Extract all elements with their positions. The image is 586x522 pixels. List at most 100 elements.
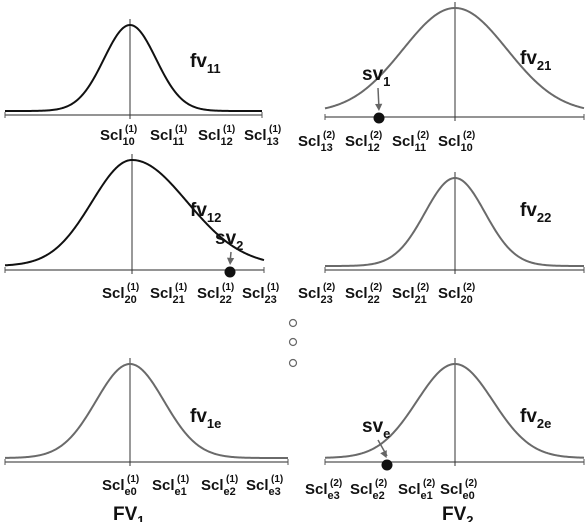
- svg-text:Scl22: Scl22: [345, 285, 380, 306]
- scl-superscript: (2): [375, 478, 387, 489]
- svg-text:fv1e: fv1e: [190, 406, 221, 431]
- scl-superscript: (1): [271, 474, 283, 485]
- ellipsis-dot: [288, 358, 298, 368]
- svg-text:Scl21: Scl21: [150, 285, 185, 306]
- scl-superscript: (1): [269, 124, 281, 135]
- svg-text:Scl11: Scl11: [150, 127, 184, 148]
- scl-label: Scle1(2): [398, 478, 435, 502]
- singleton-dot: [373, 112, 385, 124]
- scl-label: Scl11(2): [392, 130, 429, 154]
- scl-label: Scl10(2): [438, 130, 475, 154]
- svg-text:sv1: sv1: [362, 64, 390, 89]
- scl-superscript: (2): [370, 130, 382, 141]
- svg-text:Scl22: Scl22: [197, 285, 232, 306]
- membership-label: fv12: [190, 200, 221, 225]
- scl-label: Scle2(1): [201, 474, 238, 498]
- ellipsis-dot: [288, 318, 298, 328]
- ellipsis-dot: [288, 337, 298, 347]
- scl-label: Scl10(1): [100, 124, 137, 148]
- svg-text:Scle3: Scle3: [246, 477, 281, 498]
- svg-text:fv11: fv11: [190, 51, 221, 76]
- scl-superscript: (1): [127, 474, 139, 485]
- scl-label: Scl23(1): [242, 282, 279, 306]
- arrowhead: [375, 103, 383, 112]
- membership-curve: [324, 6, 585, 110]
- scl-superscript: (1): [267, 282, 279, 293]
- svg-text:Scl12: Scl12: [198, 127, 233, 148]
- footer-fv2: FV2: [442, 504, 474, 522]
- svg-text:fv12: fv12: [190, 200, 221, 225]
- scl-superscript: (1): [177, 474, 189, 485]
- membership-curve: [325, 176, 584, 267]
- svg-text:Scle2: Scle2: [350, 481, 385, 502]
- scl-superscript: (1): [223, 124, 235, 135]
- scl-superscript: (2): [463, 130, 475, 141]
- svg-text:Scl13: Scl13: [244, 127, 279, 148]
- scl-label: Scl21(2): [392, 282, 429, 306]
- arrowhead: [226, 257, 235, 266]
- svg-text:FV2: FV2: [442, 504, 474, 522]
- scl-superscript: (1): [222, 282, 234, 293]
- singleton-marker: sve: [362, 416, 393, 471]
- svg-text:fv22: fv22: [520, 200, 551, 225]
- svg-text:Scle3: Scle3: [305, 481, 340, 502]
- membership-curve: [5, 23, 262, 112]
- membership-label: fv2e: [520, 406, 551, 431]
- scl-superscript: (2): [330, 478, 342, 489]
- arrowhead: [380, 450, 387, 459]
- scl-label: Scle1(1): [152, 474, 189, 498]
- scl-label: Scl21(1): [150, 282, 187, 306]
- scl-superscript: (1): [226, 474, 238, 485]
- svg-text:fv21: fv21: [520, 48, 551, 73]
- scl-superscript: (2): [465, 478, 477, 489]
- membership-curve: [324, 362, 585, 459]
- singleton-dot: [381, 459, 393, 471]
- scl-label: Scl13(1): [244, 124, 281, 148]
- svg-text:Scl23: Scl23: [298, 285, 333, 306]
- singleton-marker: sv1: [362, 64, 390, 124]
- membership-curve: [4, 362, 288, 459]
- svg-text:Scle0: Scle0: [440, 481, 475, 502]
- scl-label: Scle3(1): [246, 474, 283, 498]
- membership-label: fv21: [520, 48, 551, 73]
- svg-text:Scle2: Scle2: [201, 477, 236, 498]
- footer-fv1: FV1: [113, 504, 145, 522]
- svg-text:Scle1: Scle1: [398, 481, 433, 502]
- scl-label: Scl20(2): [438, 282, 475, 306]
- svg-text:fv2e: fv2e: [520, 406, 551, 431]
- scl-superscript: (2): [423, 478, 435, 489]
- svg-text:sve: sve: [362, 416, 390, 441]
- svg-text:Scl13: Scl13: [298, 133, 333, 154]
- scl-label: Scle0(2): [440, 478, 477, 502]
- svg-text:FV1: FV1: [113, 504, 145, 522]
- scl-label: Scl23(2): [298, 282, 335, 306]
- scl-superscript: (2): [417, 282, 429, 293]
- scl-superscript: (1): [125, 124, 137, 135]
- scl-label: Scl22(2): [345, 282, 382, 306]
- scl-superscript: (2): [370, 282, 382, 293]
- svg-text:Scl23: Scl23: [242, 285, 277, 306]
- scl-label: Scle2(2): [350, 478, 387, 502]
- scl-superscript: (1): [175, 124, 187, 135]
- scl-superscript: (2): [323, 130, 335, 141]
- membership-label: fv22: [520, 200, 551, 225]
- scl-label: Scl12(2): [345, 130, 382, 154]
- svg-text:sv2: sv2: [215, 228, 243, 253]
- scl-label: Scl12(1): [198, 124, 235, 148]
- svg-text:Scl20: Scl20: [102, 285, 137, 306]
- membership-label: fv11: [190, 51, 221, 76]
- svg-text:Scl21: Scl21: [392, 285, 427, 306]
- scl-label: Scl20(1): [102, 282, 139, 306]
- scl-label: Scle3(2): [305, 478, 342, 502]
- scl-superscript: (2): [463, 282, 475, 293]
- scl-label: Scl22(1): [197, 282, 234, 306]
- singleton-marker: sv2: [215, 228, 243, 278]
- scl-superscript: (1): [127, 282, 139, 293]
